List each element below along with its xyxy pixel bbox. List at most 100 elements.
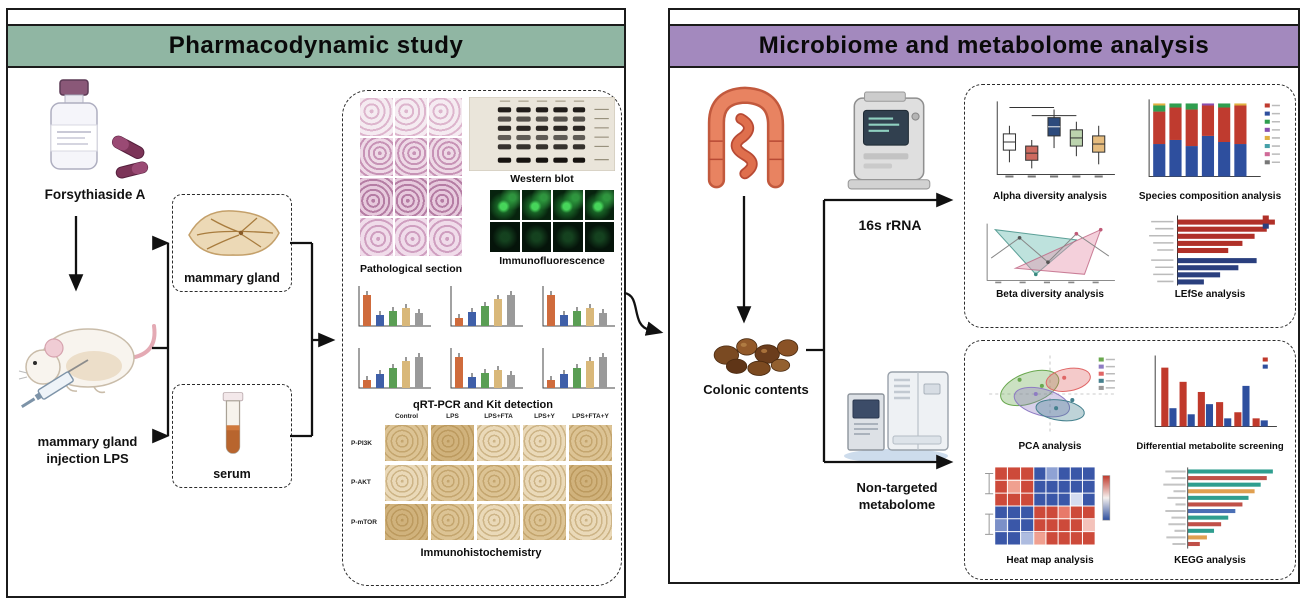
histology-cell [428,137,463,177]
colonic-contents-label: Colonic contents [703,382,809,397]
lefse-caption: LEfSe analysis [1174,289,1246,300]
mammary-box-label: mammary gland [184,271,280,285]
mouse-label-line1: mammary gland [37,434,138,449]
kegg-caption: KEGG analysis [1174,555,1246,566]
immunofluorescence-grid [489,189,615,253]
metabolome-label-line1: Non-targeted [856,480,938,495]
beta-diversity-caption: Beta diversity analysis [996,289,1104,300]
western-blot-caption: Western blot [510,173,574,185]
qrtpcr-chart-grid [347,277,619,397]
heat-map-caption: Heat map analysis [1006,555,1094,566]
intestine-icon [707,86,785,189]
ihc-cell [430,463,475,502]
right-panel-title: Microbiome and metabolome analysis [758,32,1210,59]
fluorescence-cell [520,221,552,253]
qrtpcr-bar-chart [450,347,524,389]
pca-plot [979,349,1121,439]
kegg-plot [1141,463,1283,553]
fluorescence-cell [552,221,584,253]
ihc-cell [430,503,475,541]
heat-map-plot [979,463,1121,553]
sequencer-machine-icon [847,91,931,190]
syringe-icon [21,359,89,409]
microbiome-metabolome-panel: Microbiome and metabolome analysis Colon… [668,8,1300,584]
histology-cell [359,137,394,177]
qrtpcr-bar-chart [542,285,616,327]
mass-spectrometer-icon [844,371,949,463]
fluorescence-cell [520,189,552,221]
histology-cell [393,177,429,217]
ihc-row-label: P-AKT [351,479,371,486]
ihc-cell [522,503,567,541]
microbiome-results-box: Alpha diversity analysis Species compos [964,84,1296,328]
species-composition-plot [1141,95,1283,189]
pill-capsule-icon [111,135,145,159]
pill-capsule-icon [115,161,149,179]
ihc-header-row: Control LPS LPS+FTA LPS+Y LPS+FTA+Y [349,413,615,420]
western-blot-image [469,97,615,171]
histology-cell [393,217,429,257]
serum-sample-box: serum [172,384,292,488]
sequencing-label: 16s rRNA [858,217,922,233]
ihc-caption: Immunohistochemistry [420,547,542,559]
qrtpcr-bar-chart [358,285,432,327]
ihc-cell [384,503,429,541]
fluorescence-cell [552,189,584,221]
left-panel-title: Pharmacodynamic study [168,32,464,59]
right-panel-header: Microbiome and metabolome analysis [668,24,1300,68]
ihc-column-header: LPS+Y [534,413,555,420]
ihc-row-label: P-PI3K [351,439,372,447]
drug-label: Forsythiaside A [44,187,146,202]
histology-cell [393,97,429,137]
ihc-cell [568,463,613,502]
fluorescence-cell [583,221,615,253]
fluorescence-cell [489,189,521,221]
ihc-cell [430,424,475,462]
serum-box-label: serum [213,467,251,481]
beta-diversity-plot [979,217,1121,287]
species-composition-caption: Species composition analysis [1138,191,1282,202]
pca-caption: PCA analysis [1018,441,1082,452]
ihc-cell [568,503,613,541]
drug-bottle-icon [50,79,149,179]
mouse-label: mammary gland injection LPS [10,434,165,468]
ihc-cell [384,424,429,462]
pathology-caption: Pathological section [359,263,463,275]
histology-cell [359,177,394,217]
metabolome-label-line2: metabolome [858,496,936,512]
pca-legend [1098,357,1115,390]
ihc-cell [568,424,613,462]
alpha-diversity-caption: Alpha diversity analysis [993,191,1107,202]
immunofluorescence-caption: Immunofluorescence [499,255,605,267]
histology-cell [428,97,463,137]
histology-cell [428,177,463,217]
differential-metabolite-caption: Differential metabolite screening [1136,441,1284,452]
fluorescence-cell [583,189,615,221]
ihc-column-header: LPS+FTA+Y [572,413,609,420]
qrtpcr-bar-chart [358,347,432,389]
mouse-lps-injection-icon [18,324,157,409]
ihc-column-header: LPS+FTA [484,413,513,420]
ihc-cell [522,463,567,502]
pharmacodynamic-panel: Pharmacodynamic study Forsythiaside A [6,8,626,598]
qrtpcr-bar-chart [542,347,616,389]
qrtpcr-bar-chart [450,285,524,327]
mouse-label-line2: injection LPS [46,450,129,466]
fluorescence-cell [489,221,521,253]
ihc-column-header: Control [394,413,419,420]
alpha-diversity-plot [979,95,1121,189]
mammary-gland-sample-box: mammary gland [172,194,292,292]
differential-metabolite-plot [1141,349,1283,439]
histology-cell [428,217,463,257]
metabolome-label: Non-targeted metabolome [838,480,956,514]
left-panel-header: Pharmacodynamic study [6,24,626,68]
histology-cell [393,137,429,177]
ihc-cell [476,503,521,541]
serum-tube-icon [222,392,244,454]
colonic-contents-icon [713,338,799,376]
ihc-column-header: LPS [446,413,459,420]
ihc-corner [349,413,383,420]
lefse-plot [1141,213,1283,289]
mammary-gland-tissue-icon [188,210,280,256]
pathology-image-grid [359,97,463,257]
